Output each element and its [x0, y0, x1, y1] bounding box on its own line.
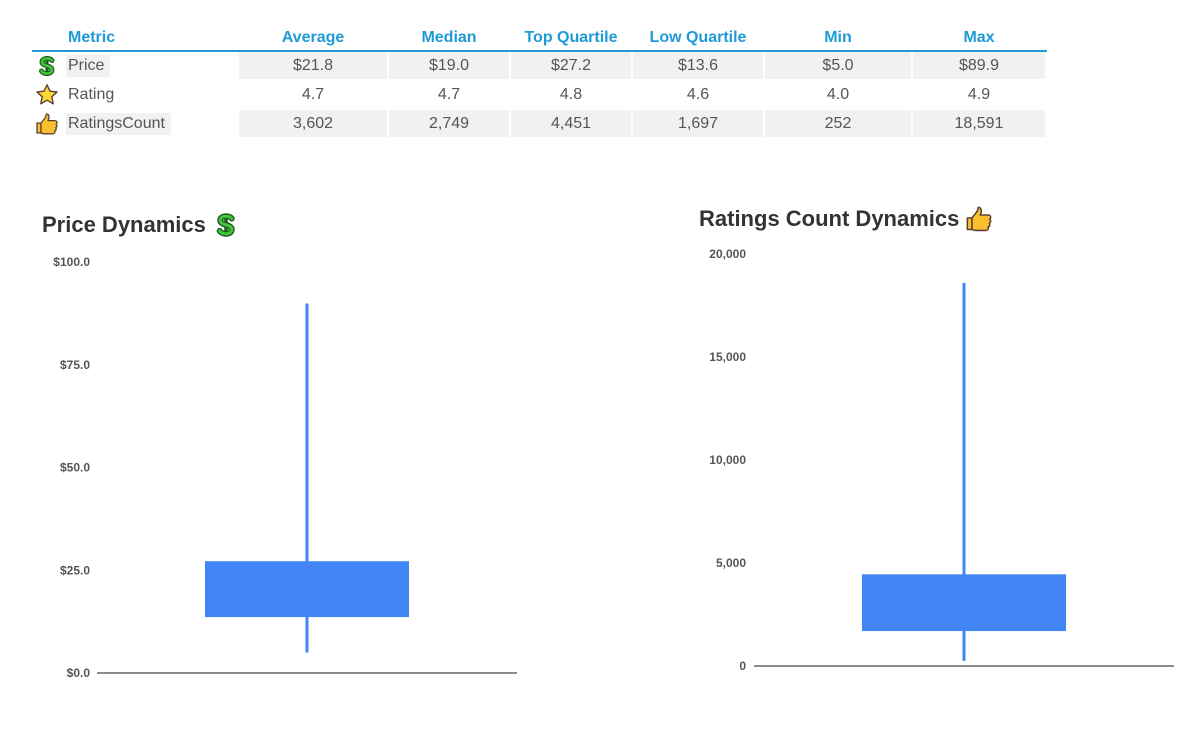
- table-row: Rating 4.7 4.7 4.8 4.6 4.0 4.9: [32, 80, 1047, 110]
- star-icon: [32, 83, 62, 107]
- chart-title-price: Price Dynamics: [42, 211, 240, 239]
- y-tick-label: 15,000: [709, 350, 746, 364]
- cell-min: 4.0: [764, 80, 913, 110]
- y-tick-label: $100.0: [53, 255, 90, 269]
- header-average: Average: [238, 26, 388, 52]
- header-median: Median: [388, 26, 510, 52]
- cell-median: 2,749: [388, 109, 511, 139]
- thumbs-up-icon: [32, 112, 62, 136]
- cell-average: 3,602: [238, 109, 389, 139]
- header-top-quartile: Top Quartile: [510, 26, 632, 52]
- dollar-icon: [32, 54, 62, 78]
- metric-cell: Price: [32, 51, 239, 81]
- cell-max: 18,591: [912, 109, 1047, 139]
- metric-label: Rating: [68, 85, 115, 103]
- cell-low-quartile: $13.6: [632, 51, 765, 81]
- cell-low-quartile: 4.6: [632, 80, 765, 110]
- y-tick-label: $50.0: [60, 461, 90, 475]
- cell-max: 4.9: [912, 80, 1047, 110]
- cell-top-quartile: $27.2: [510, 51, 633, 81]
- box-q1-q3: [862, 574, 1066, 632]
- cell-min: $5.0: [764, 51, 913, 81]
- y-tick-label: $25.0: [60, 563, 90, 577]
- metric-cell: Rating: [32, 80, 239, 110]
- chart-title-text: Price Dynamics: [42, 212, 206, 237]
- cell-low-quartile: 1,697: [632, 109, 765, 139]
- table-row: RatingsCount 3,602 2,749 4,451 1,697 252…: [32, 109, 1047, 139]
- cell-average: 4.7: [238, 80, 389, 110]
- thumbs-up-icon: [965, 205, 993, 233]
- y-tick-label: $75.0: [60, 358, 90, 372]
- cell-max: $89.9: [912, 51, 1047, 81]
- y-tick-label: 5,000: [716, 556, 746, 570]
- header-min: Min: [764, 26, 912, 52]
- ratings-count-box-chart: 0 5,000 10,000 15,000 20,000: [709, 247, 1174, 673]
- price-box-chart: $0.0 $25.0 $50.0 $75.0 $100.0: [53, 255, 517, 680]
- y-tick-label: 20,000: [709, 247, 746, 261]
- header-metric: Metric: [32, 26, 238, 52]
- cell-median: 4.7: [388, 80, 511, 110]
- chart-title-ratings-count: Ratings Count Dynamics: [699, 205, 993, 233]
- table-row: Price $21.8 $19.0 $27.2 $13.6 $5.0 $89.9: [32, 51, 1047, 81]
- stats-table: Metric Average Median Top Quartile Low Q…: [32, 26, 1047, 139]
- y-tick-label: 10,000: [709, 453, 746, 467]
- y-tick-label: $0.0: [67, 666, 91, 680]
- table-header-row: Metric Average Median Top Quartile Low Q…: [32, 26, 1046, 52]
- metric-cell: RatingsCount: [32, 109, 239, 139]
- cell-min: 252: [764, 109, 913, 139]
- metric-label: Price: [66, 54, 111, 77]
- cell-top-quartile: 4,451: [510, 109, 633, 139]
- box-q1-q3: [205, 561, 409, 618]
- metric-label: RatingsCount: [66, 112, 171, 135]
- cell-top-quartile: 4.8: [510, 80, 633, 110]
- y-tick-label: 0: [739, 659, 746, 673]
- chart-title-text: Ratings Count Dynamics: [699, 206, 960, 231]
- header-low-quartile: Low Quartile: [632, 26, 764, 52]
- header-max: Max: [912, 26, 1046, 52]
- dollar-icon: [212, 211, 240, 239]
- cell-average: $21.8: [238, 51, 389, 81]
- cell-median: $19.0: [388, 51, 511, 81]
